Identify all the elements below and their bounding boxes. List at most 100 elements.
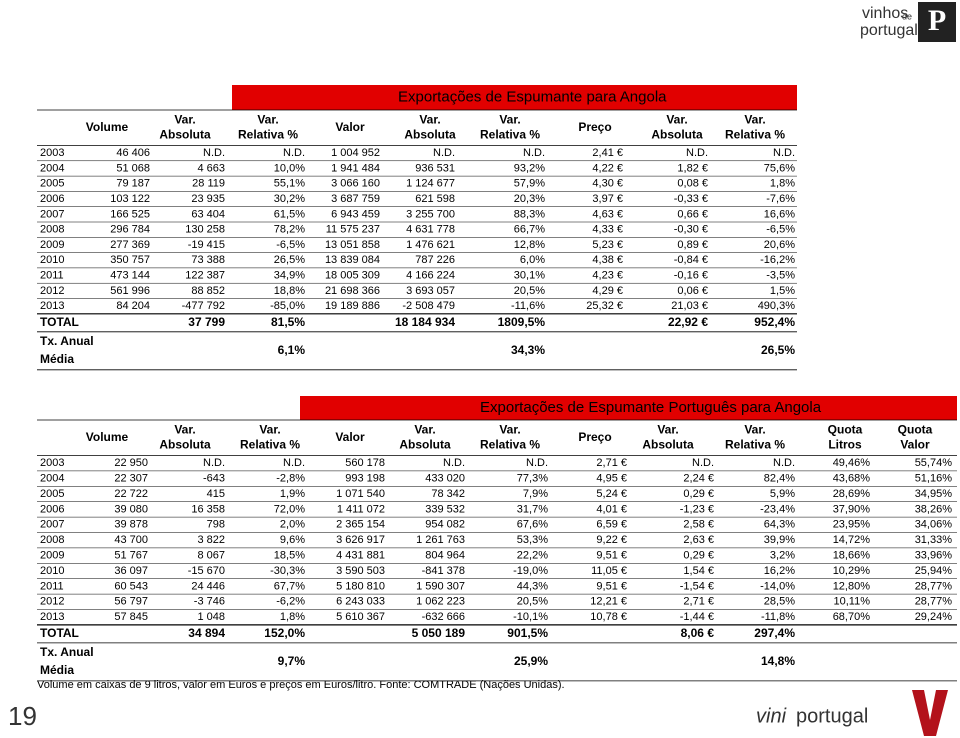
cell: 1,5%	[770, 285, 795, 297]
cell: 28,77%	[915, 580, 953, 592]
cell: -1,23 €	[680, 503, 714, 515]
cell: 3 066 160	[331, 178, 380, 190]
cell: 67,7%	[274, 580, 305, 592]
cell: 3 626 917	[336, 534, 385, 546]
column-header: Preço	[578, 120, 611, 134]
column-header: Absoluta	[159, 437, 211, 451]
column-header: Valor	[335, 430, 365, 444]
title-bar	[232, 85, 797, 110]
cell: 38,26%	[915, 503, 953, 515]
cell: 433 020	[425, 473, 465, 485]
cell: 20,6%	[764, 239, 795, 251]
cell: 68,70%	[833, 611, 871, 623]
column-header: Var.	[666, 112, 687, 126]
row-year: 2007	[40, 208, 64, 220]
cell: 2,0%	[280, 519, 305, 531]
cell: 39 080	[114, 503, 148, 515]
cell: 2,41 €	[592, 147, 623, 159]
column-header: Var.	[744, 112, 765, 126]
cell: 88 852	[191, 285, 225, 297]
logo-letter: P	[928, 4, 946, 37]
total-cell: 8,06 €	[681, 626, 715, 640]
cell: N.D.	[523, 147, 545, 159]
row-year: 2011	[40, 269, 64, 281]
cell: 1,8%	[770, 178, 795, 190]
cell: 621 598	[415, 193, 455, 205]
row-year: 2004	[40, 473, 64, 485]
cell: 34,06%	[915, 519, 953, 531]
cell: 2,63 €	[683, 534, 714, 546]
cell: 10,11%	[834, 596, 871, 608]
cell: 9,51 €	[596, 550, 627, 562]
cell: 3 255 700	[406, 208, 455, 220]
cell: 122 387	[185, 269, 225, 281]
cell: 18,8%	[274, 285, 305, 297]
cell: 34,95%	[915, 488, 953, 500]
logo-text: de	[902, 11, 912, 21]
column-header: Absoluta	[651, 127, 703, 141]
column-header: Valor	[335, 120, 365, 134]
cell: 5,24 €	[596, 488, 627, 500]
cell: 1 261 763	[416, 534, 465, 546]
cell: 8 067	[197, 550, 225, 562]
cell: -14,0%	[760, 580, 795, 592]
cell: 103 122	[110, 193, 150, 205]
cell: -85,0%	[270, 300, 305, 312]
cell: 16,2%	[764, 565, 795, 577]
cell: 61,5%	[274, 208, 305, 220]
cell: 4 166 224	[406, 269, 455, 281]
column-header: Var.	[499, 112, 520, 126]
cell: 44,3%	[517, 580, 548, 592]
cell: 473 144	[110, 269, 150, 281]
cell: 6,0%	[520, 254, 545, 266]
cell: 28,77%	[915, 596, 953, 608]
cell: 3,97 €	[592, 193, 623, 205]
cell: 2,71 €	[683, 596, 714, 608]
row-year: 2008	[40, 534, 64, 546]
cell: 1 048	[197, 611, 225, 623]
cell: 34,9%	[274, 269, 305, 281]
cell: 20,5%	[514, 285, 545, 297]
cell: 55,74%	[915, 457, 953, 469]
row-year: 2012	[40, 596, 64, 608]
cell: N.D.	[526, 457, 548, 469]
annual-cell: 14,8%	[761, 654, 795, 668]
row-year: 2007	[40, 519, 64, 531]
cell: 3 693 057	[406, 285, 455, 297]
column-header: Absoluta	[159, 127, 211, 141]
cell: 4 663	[197, 162, 225, 174]
cell: 39 878	[114, 519, 148, 531]
cell: -1,54 €	[680, 580, 714, 592]
cell: 30,2%	[274, 193, 305, 205]
cell: 0,06 €	[677, 285, 708, 297]
cell: 1 476 621	[406, 239, 455, 251]
cell: 31,33%	[915, 534, 953, 546]
cell: 13 051 858	[325, 239, 380, 251]
logo-text: portugal	[796, 705, 868, 727]
cell: 51 068	[116, 162, 150, 174]
cell: 5 180 810	[336, 580, 385, 592]
column-header: Var.	[174, 422, 195, 436]
cell: 21,03 €	[671, 300, 708, 312]
cell: 3 590 503	[336, 565, 385, 577]
footnote: Volume em caixas de 9 litros, valor em E…	[37, 679, 565, 691]
column-header: Var.	[744, 422, 765, 436]
cell: -3 746	[194, 596, 225, 608]
column-header: Absoluta	[404, 127, 456, 141]
annual-cell: 26,5%	[761, 343, 795, 357]
row-year: 2010	[40, 254, 64, 266]
total-cell: 901,5%	[507, 626, 548, 640]
row-year: 2003	[40, 457, 64, 469]
cell: 67,6%	[517, 519, 548, 531]
cell: 798	[207, 519, 225, 531]
row-year: 2005	[40, 488, 64, 500]
cell: 561 996	[110, 285, 150, 297]
total-cell: 297,4%	[754, 626, 795, 640]
cell: 936 531	[415, 162, 455, 174]
cell: -30,3%	[270, 565, 305, 577]
cell: 1,54 €	[683, 565, 714, 577]
cell: 12,80%	[833, 580, 871, 592]
cell: 77,3%	[517, 473, 548, 485]
cell: -2,8%	[276, 473, 305, 485]
cell: 1,82 €	[677, 162, 708, 174]
